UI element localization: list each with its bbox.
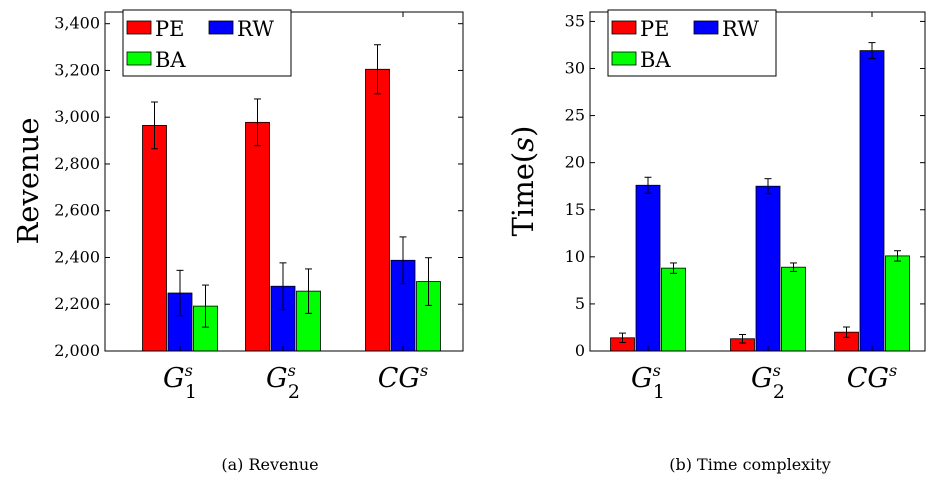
legend-swatch-pe (611, 20, 637, 35)
y-axis-label: Time(s) (506, 126, 540, 237)
bar-rw-1 (635, 184, 661, 352)
x-tick-label: CGs (847, 361, 897, 394)
error-bar-pe-1 (619, 332, 626, 344)
bar-pe-2 (245, 121, 270, 352)
error-bar-ba-2 (305, 268, 312, 314)
y-tick-label: 3,200 (54, 60, 100, 79)
error-bar-pe-2 (254, 98, 261, 147)
y-tick-label: 0 (575, 341, 585, 360)
bar-ba-3 (885, 255, 910, 352)
y-tick-label: 5 (575, 294, 585, 313)
error-bar-rw-3 (868, 42, 876, 60)
y-tick-label: 2,600 (54, 201, 100, 220)
error-bar-rw-3 (399, 236, 407, 285)
legend-swatch-rw (208, 20, 234, 35)
legend-label-pe: PE (155, 17, 184, 41)
chart-panel-2: 0 5 10 15 20 25 30 35 Gs 1 Gs 2 CGs Time(s) PE RW BA (b) … (506, 9, 926, 474)
legend: PE RW BA (607, 9, 777, 77)
legend-label-rw: RW (237, 17, 274, 41)
legend-label-rw: RW (722, 17, 759, 41)
error-bar-rw-2 (764, 178, 772, 195)
legend-swatch-ba (611, 51, 637, 66)
legend-swatch-ba (126, 51, 152, 66)
y-tick-label: 3,400 (54, 14, 100, 33)
y-tick-label: 2,800 (54, 154, 100, 173)
legend-label-ba: BA (640, 48, 671, 72)
figure-caption: (b) Time complexity (669, 455, 831, 474)
x-tick-label: Gs 1 (631, 361, 665, 403)
error-bar-ba-3 (894, 250, 901, 262)
x-tick-label: Gs 2 (751, 361, 785, 403)
y-tick-label: 30 (565, 59, 585, 78)
error-bar-pe-1 (151, 101, 158, 150)
y-tick-label: 20 (565, 153, 585, 172)
bar-ba-1 (661, 267, 686, 352)
error-bar-ba-1 (202, 284, 209, 328)
legend-label-pe: PE (640, 17, 669, 41)
y-tick-label: 2,200 (54, 294, 100, 313)
y-axis-label: Revenue (11, 117, 45, 244)
legend-swatch-rw (693, 20, 719, 35)
y-tick-label: 25 (565, 106, 585, 125)
y-tick-label: 10 (565, 247, 585, 266)
y-tick-label: 2,000 (54, 341, 100, 360)
x-tick-label: CGs (378, 361, 428, 394)
error-bar-ba-1 (670, 262, 677, 274)
bar-rw-2 (755, 185, 781, 352)
error-bar-pe-2 (739, 334, 746, 344)
y-tick-label: 35 (565, 11, 585, 30)
legend: PE RW BA (122, 9, 292, 77)
error-bar-ba-2 (790, 262, 797, 272)
bar-ba-2 (781, 266, 806, 352)
x-tick-label: Gs 1 (163, 361, 197, 403)
y-tick-label: 2,400 (54, 247, 100, 266)
legend-label-ba: BA (155, 48, 186, 72)
error-bar-pe-3 (843, 326, 850, 338)
error-bar-rw-2 (279, 262, 287, 311)
error-bar-ba-3 (425, 257, 432, 306)
error-bar-rw-1 (644, 176, 652, 194)
legend-swatch-pe (126, 20, 152, 35)
bar-rw-3 (859, 50, 885, 352)
bar-pe-1 (142, 124, 167, 352)
chart-panel-1: 2,000 2,200 2,400 2,600 2,800 3,000 3,200 3,400… (11, 9, 464, 474)
figure-caption: (a) Revenue (221, 455, 318, 474)
y-tick-label: 15 (565, 200, 585, 219)
error-bar-pe-3 (374, 44, 381, 95)
x-tick-label: Gs 2 (266, 361, 300, 403)
y-tick-label: 3,000 (54, 107, 100, 126)
error-bar-rw-1 (176, 269, 184, 317)
bar-pe-3 (365, 68, 390, 352)
